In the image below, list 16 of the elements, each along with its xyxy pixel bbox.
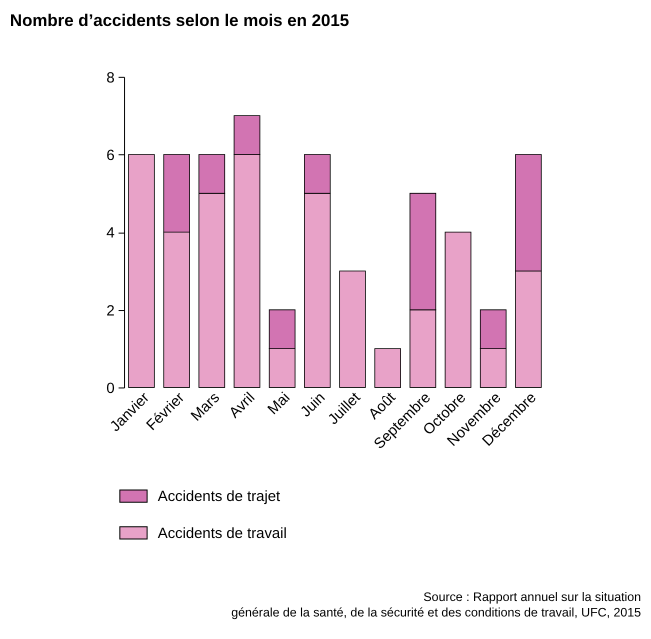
legend-label: Accidents de trajet [158,489,282,506]
bar [339,270,366,388]
y-tick-label: 6 [106,148,115,164]
bar [128,154,155,388]
chart-title: Nombre d’accidents selon le mois en 2015 [10,11,350,30]
y-tick-label: 2 [106,303,115,320]
bar [374,348,401,388]
legend-label: Accidents de travail [158,526,287,542]
bar [444,232,472,388]
source-note: Source : Rapport annuel sur la situation [423,590,642,604]
x-tick-label: Mai [265,390,294,418]
y-tick-label: 4 [106,226,115,242]
text: générale de la santé, de la sécurité et des conditions de travail, UFC, 2015 [231,606,642,620]
y-tick-label: 0 [106,380,115,397]
x-tick-label: Juin [298,390,329,420]
y-tick-label: 8 [106,70,115,86]
